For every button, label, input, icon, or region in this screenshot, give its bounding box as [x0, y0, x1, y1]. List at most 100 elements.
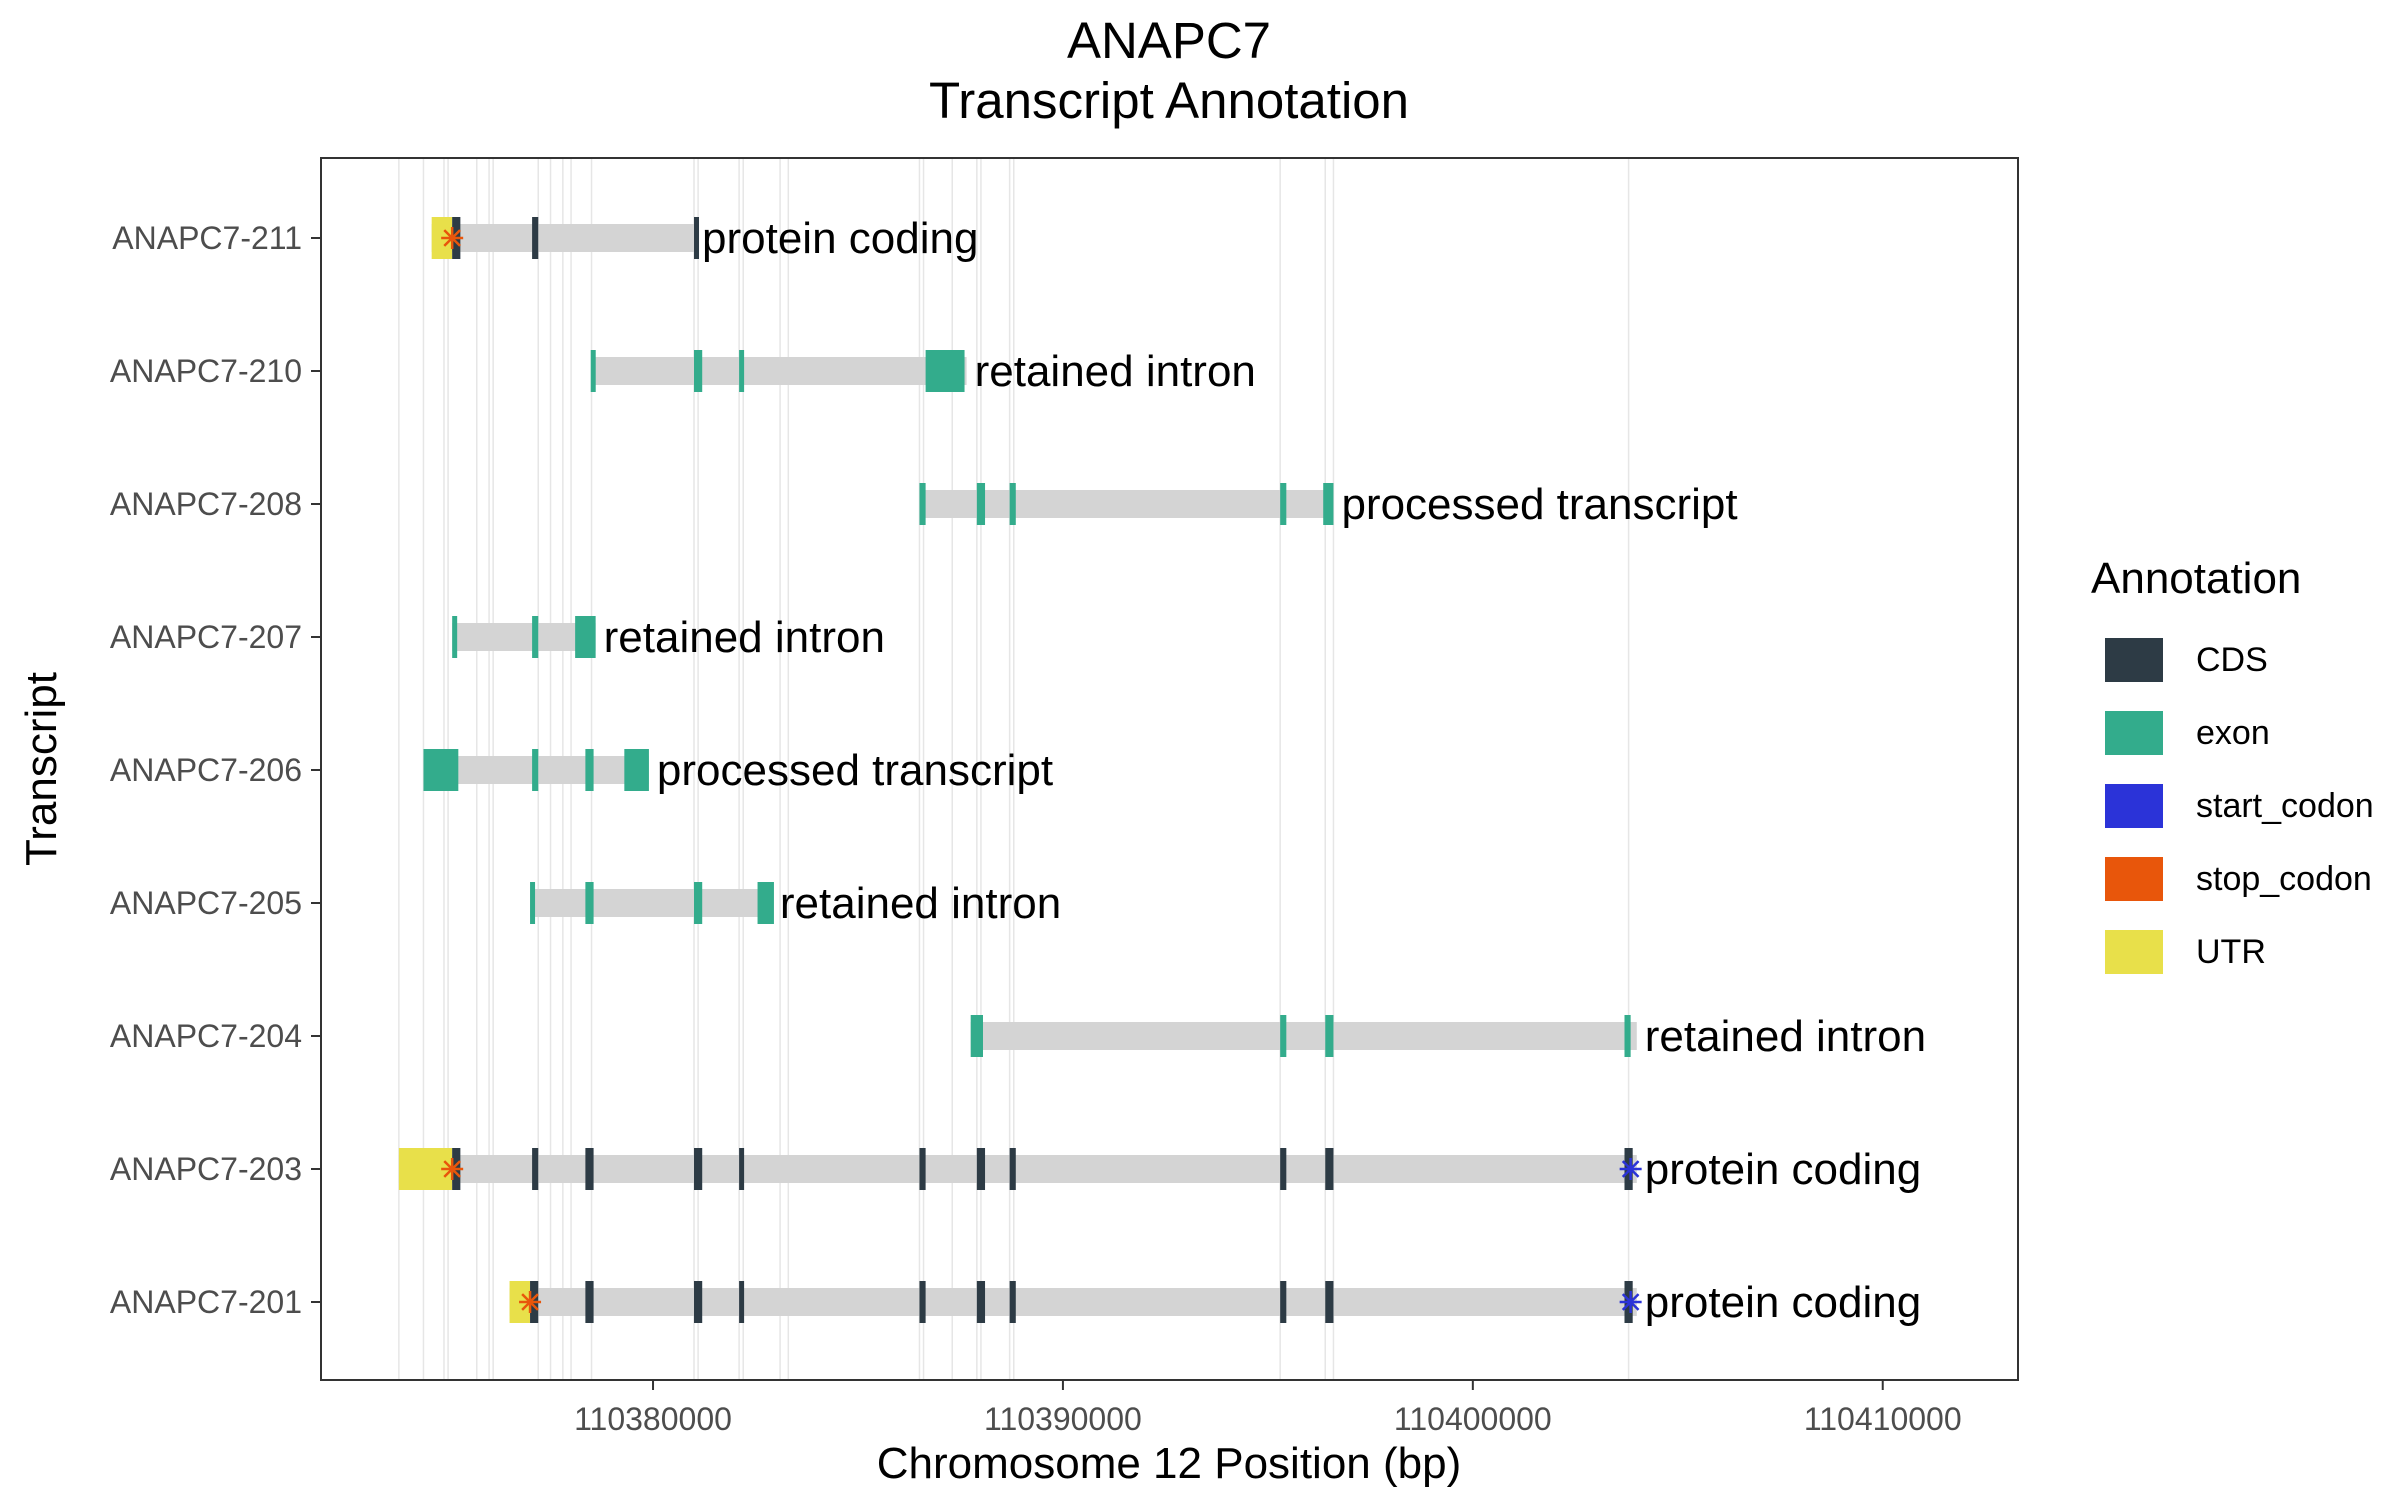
exon-block: [532, 749, 539, 791]
exon-block: [925, 350, 965, 392]
exon-block: [1323, 483, 1334, 525]
legend-item-stop-codon: stop_codon: [2105, 857, 2372, 901]
exon-block: [1280, 483, 1287, 525]
legend-swatch: [2105, 857, 2163, 901]
cds-block: [976, 1148, 986, 1190]
x-axis: 110380000 110390000 110400000 110410000: [574, 1380, 1962, 1437]
intron-bar: [530, 889, 772, 917]
exon-block: [585, 749, 594, 791]
exon-block: [919, 483, 926, 525]
chart-title-line-2: Transcript Annotation: [929, 72, 1409, 129]
transcript-track: retained intron: [452, 613, 885, 662]
exon-block: [976, 483, 986, 525]
transcript-track: protein coding: [398, 1145, 1921, 1194]
exon-block: [1280, 1015, 1287, 1057]
legend-swatch: [2105, 638, 2163, 682]
y-tick-label: ANAPC7-206: [110, 752, 302, 788]
y-tick-label: ANAPC7-204: [110, 1018, 302, 1054]
exon-block: [624, 749, 649, 791]
exon-block: [452, 616, 458, 658]
exon-block: [1325, 1015, 1334, 1057]
y-tick-label: ANAPC7-207: [110, 619, 302, 655]
exon-block: [585, 882, 594, 924]
y-tick-label: ANAPC7-210: [110, 353, 302, 389]
cds-block: [1009, 1281, 1016, 1323]
start-codon-marker: [1619, 1158, 1642, 1180]
intron-bar: [452, 623, 596, 651]
cds-block: [694, 217, 700, 259]
transcript-biotype-label: retained intron: [604, 613, 885, 662]
legend-label: exon: [2196, 714, 2270, 752]
legend-item-exon: exon: [2105, 711, 2270, 755]
stop-codon-marker: [519, 1291, 542, 1313]
transcript-biotype-label: processed transcript: [1341, 480, 1737, 529]
cds-block: [919, 1148, 926, 1190]
transcript-track: protein coding: [509, 1278, 1921, 1327]
transcript-track: protein coding: [431, 214, 978, 263]
exon-block: [423, 749, 459, 791]
transcript-biotype-label: retained intron: [780, 879, 1061, 928]
exon-block: [590, 350, 596, 392]
y-tick-label: ANAPC7-211: [112, 220, 302, 256]
intron-bar: [591, 357, 967, 385]
cds-block: [532, 1148, 539, 1190]
start-codon-marker: [1619, 1291, 1642, 1313]
intron-bar: [431, 224, 695, 252]
cds-block: [694, 1148, 703, 1190]
legend-swatch: [2105, 784, 2163, 828]
cds-block: [919, 1281, 926, 1323]
transcript-biotype-label: protein coding: [702, 214, 978, 263]
cds-block: [976, 1281, 986, 1323]
cds-block: [739, 1281, 745, 1323]
legend-label: CDS: [2196, 641, 2268, 679]
intron-bar: [970, 1022, 1637, 1050]
y-axis: ANAPC7-211 ANAPC7-210 ANAPC7-208 ANAPC7-207…: [110, 220, 321, 1320]
intron-bar: [919, 490, 1334, 518]
transcript-track: processed transcript: [919, 480, 1738, 529]
intron-bar: [509, 1288, 1637, 1316]
cds-block: [1280, 1281, 1287, 1323]
transcript-biotype-label: protein coding: [1645, 1278, 1921, 1327]
exon-block: [1009, 483, 1016, 525]
y-tick-label: ANAPC7-208: [110, 486, 302, 522]
exon-block: [1624, 1015, 1631, 1057]
cds-block: [532, 217, 539, 259]
exon-block: [575, 616, 596, 658]
cds-block: [1280, 1148, 1287, 1190]
x-tick-label: 110380000: [574, 1401, 732, 1437]
y-tick-label: ANAPC7-205: [110, 885, 302, 921]
transcript-biotype-label: retained intron: [975, 347, 1256, 396]
y-axis-title: Transcript: [17, 672, 66, 866]
cds-block: [739, 1148, 745, 1190]
cds-block: [694, 1281, 703, 1323]
transcript-track: retained intron: [970, 1012, 1926, 1061]
y-tick-label: ANAPC7-203: [110, 1151, 302, 1187]
x-tick-label: 110400000: [1394, 1401, 1552, 1437]
transcript-biotype-label: retained intron: [1645, 1012, 1926, 1061]
x-tick-label: 110390000: [984, 1401, 1142, 1437]
x-axis-title: Chromosome 12 Position (bp): [877, 1439, 1461, 1488]
legend-label: stop_codon: [2196, 860, 2372, 898]
legend-item-utr: UTR: [2105, 930, 2266, 974]
exon-block: [970, 1015, 983, 1057]
transcript-biotype-label: protein coding: [1645, 1145, 1921, 1194]
stop-codon-marker: [441, 227, 464, 249]
transcript-track: processed transcript: [423, 746, 1053, 795]
cds-block: [585, 1281, 594, 1323]
transcript-track: retained intron: [530, 879, 1061, 928]
transcript-biotype-label: processed transcript: [657, 746, 1053, 795]
stop-codon-marker: [441, 1158, 464, 1180]
cds-block: [585, 1148, 594, 1190]
intron-bar: [398, 1155, 1637, 1183]
exon-block: [530, 882, 536, 924]
cds-block: [1009, 1148, 1016, 1190]
cds-block: [1325, 1148, 1334, 1190]
legend-item-start-codon: start_codon: [2105, 784, 2374, 828]
legend-swatch: [2105, 711, 2163, 755]
chart-title-line-1: ANAPC7: [1067, 12, 1271, 69]
legend-item-cds: CDS: [2105, 638, 2268, 682]
exon-block: [532, 616, 539, 658]
legend-title: Annotation: [2091, 554, 2301, 603]
